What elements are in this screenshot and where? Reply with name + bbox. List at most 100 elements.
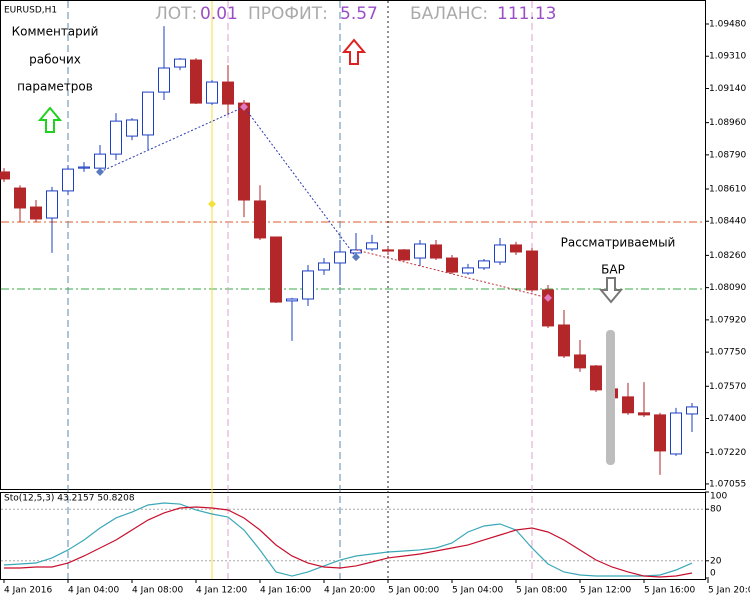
marker	[352, 253, 360, 262]
candle-body	[0, 171, 10, 180]
y-tick-label: 80	[710, 505, 722, 515]
x-tick-label: 4 Jan 16:00	[260, 586, 312, 596]
candle-body	[46, 190, 58, 219]
note: Рассматриваемый	[561, 236, 676, 250]
candle-body	[638, 412, 650, 416]
marker	[544, 293, 552, 302]
x-tick-label: 5 Jan 00:00	[388, 586, 440, 596]
x-tick-label: 4 Jan 12:00	[196, 586, 248, 596]
y-tick-label: 1.08610	[709, 185, 746, 195]
y-tick-label: 1.08090	[709, 283, 746, 293]
profit-label: ПРОФИТ:	[248, 4, 328, 24]
comment: рабочих	[29, 53, 81, 67]
y-tick-label: 1.07055	[709, 479, 746, 489]
candle-body	[558, 324, 570, 357]
candle-body	[158, 67, 170, 93]
candle-body	[446, 257, 458, 273]
candle-body	[686, 406, 698, 415]
up-arrow	[37, 106, 63, 133]
candle-body	[78, 166, 90, 169]
candle-body	[62, 168, 74, 192]
candle-body	[206, 81, 218, 104]
note: БАР	[601, 263, 625, 277]
y-tick-label: 20	[710, 556, 722, 566]
y-tick-label: 1.09480	[709, 20, 746, 30]
candle-body	[542, 289, 554, 327]
balance-value: 111.13	[497, 4, 556, 24]
x-tick-label: 4 Jan 04:00	[68, 586, 120, 596]
x-tick-label: 4 Jan 08:00	[132, 586, 184, 596]
y-tick-label: 1.07570	[709, 382, 746, 392]
candle-body	[190, 59, 202, 104]
y-tick-label: 1.08440	[709, 217, 746, 227]
indicator-title: Sto(12,5,3) 43.2157 50.8208	[4, 494, 135, 504]
candle-body	[270, 236, 282, 303]
y-tick-label: 100	[710, 492, 727, 502]
candle-body	[478, 260, 490, 269]
candle-body	[94, 153, 106, 169]
candle-body	[366, 242, 378, 250]
profit-value: 5.57	[340, 4, 378, 24]
candle-body	[174, 58, 186, 68]
candle-body	[510, 244, 522, 253]
lot-value: 0.01	[200, 4, 238, 24]
candle-body	[430, 244, 442, 259]
candle-body	[318, 262, 330, 271]
candle-body	[462, 267, 474, 274]
marker	[240, 102, 248, 111]
chart-title: EURUSD,H1	[4, 6, 57, 16]
balance-label: БАЛАНС:	[410, 4, 488, 24]
y-tick-label: 1.07920	[709, 315, 746, 325]
candle-body	[110, 120, 122, 155]
x-tick-label: 5 Jan 12:00	[580, 586, 632, 596]
highlight-bar	[606, 330, 615, 465]
x-tick-label: 5 Jan 04:00	[452, 586, 504, 596]
y-tick-label: 1.09310	[709, 52, 746, 62]
y-tick-label: 1.08960	[709, 118, 746, 128]
candle-body	[334, 251, 346, 264]
y-tick-label: 1.08790	[709, 150, 746, 160]
candle-body	[494, 244, 506, 263]
stoch-line	[3, 502, 693, 577]
x-tick-label: 5 Jan 20:00	[708, 586, 750, 596]
x-tick-label: 5 Jan 16:00	[644, 586, 696, 596]
x-tick-label: 4 Jan 20:00	[324, 586, 376, 596]
candle-body	[574, 354, 586, 369]
candle-body	[222, 81, 234, 105]
y-tick-label: 1.07400	[709, 414, 746, 424]
lot-label: ЛОТ:	[155, 4, 197, 24]
candle-body	[590, 365, 602, 391]
candle-body	[142, 91, 154, 136]
y-tick-label: 1.08260	[709, 251, 746, 261]
candle-body	[286, 298, 298, 302]
candle-body	[382, 249, 394, 252]
candle-body	[622, 396, 634, 414]
candle-body	[302, 270, 314, 300]
main-frame	[0, 0, 706, 490]
candle-body	[14, 187, 26, 209]
y-tick-label: 1.09140	[709, 84, 746, 94]
down-arrow	[598, 277, 624, 304]
y-tick-label: 1.07220	[709, 448, 746, 458]
candle-body	[126, 119, 138, 137]
up-arrow	[341, 38, 367, 65]
candle-body	[238, 102, 250, 201]
candle-body	[398, 249, 410, 261]
marker	[208, 199, 216, 208]
y-tick-label: 0	[710, 569, 716, 579]
candle-body	[30, 206, 42, 220]
marker	[96, 167, 104, 176]
comment: Комментарий	[12, 25, 99, 39]
candle-body	[526, 250, 538, 291]
x-tick-label: 4 Jan 2016	[4, 586, 52, 596]
candle-body	[670, 412, 682, 455]
y-tick-label: 1.07750	[709, 348, 746, 358]
stoch-line	[4, 506, 693, 578]
candle-body	[654, 414, 666, 452]
candle-body	[254, 200, 266, 239]
stoch-frame	[0, 492, 706, 580]
